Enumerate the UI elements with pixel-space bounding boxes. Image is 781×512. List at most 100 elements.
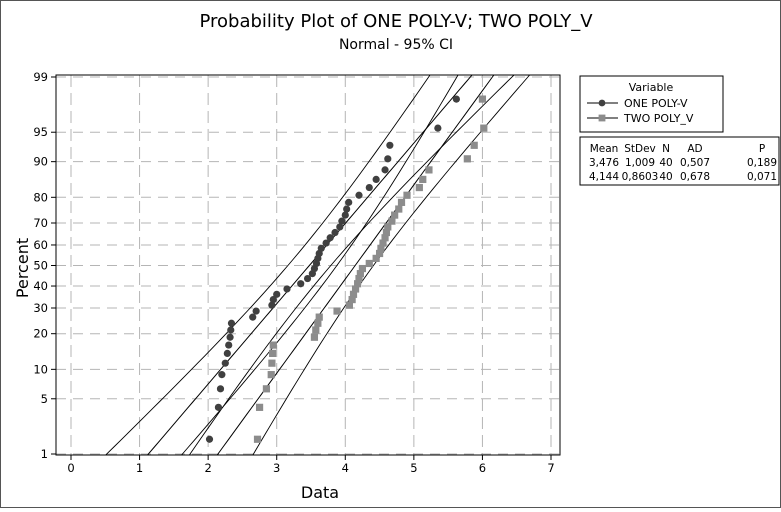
data-point-one-poly-v xyxy=(365,183,373,192)
data-point-two-poly-v xyxy=(269,341,277,349)
y-tick-label: 95 xyxy=(33,125,48,139)
plot-frame xyxy=(55,74,561,456)
data-point-two-poly-v xyxy=(388,217,396,225)
y-tick-label: 80 xyxy=(33,190,48,204)
data-point-two-poly-v xyxy=(391,211,399,219)
data-point-two-poly-v xyxy=(480,124,488,132)
data-point-two-poly-v xyxy=(403,191,411,199)
data-point-one-poly-v xyxy=(331,228,339,237)
x-axis-label: Data xyxy=(301,483,339,502)
y-tick-label: 99 xyxy=(33,70,48,84)
data-point-one-poly-v xyxy=(372,175,380,184)
x-tick-label: 4 xyxy=(342,461,349,475)
data-point-one-poly-v xyxy=(221,359,229,367)
y-tick-label: 90 xyxy=(33,155,48,169)
stats-header: P xyxy=(759,143,765,155)
x-tick-label: 1 xyxy=(136,461,143,475)
data-point-two-poly-v xyxy=(372,254,380,262)
y-tick-label: 5 xyxy=(41,392,48,406)
data-point-two-poly-v xyxy=(356,270,364,278)
data-point-one-poly-v xyxy=(252,307,260,315)
data-point-one-poly-v xyxy=(297,280,305,288)
data-point-one-poly-v xyxy=(345,198,353,206)
stats-table: Mean StDev N AD P 3,476 1,009 40 0,507 0,189 4,144… xyxy=(579,136,780,186)
data-point-two-poly-v xyxy=(478,95,487,103)
y-tick-label: 50 xyxy=(33,259,48,273)
x-tick-label: 7 xyxy=(547,461,554,475)
y-tick-label: 1 xyxy=(41,447,48,461)
data-point-one-poly-v xyxy=(226,333,234,341)
data-point-one-poly-v xyxy=(249,313,257,321)
data-point-two-poly-v xyxy=(354,280,362,288)
data-point-one-poly-v xyxy=(343,205,351,213)
stats-box xyxy=(579,136,780,186)
x-tick-label: 3 xyxy=(273,461,280,475)
data-point-one-poly-v xyxy=(317,244,325,252)
fit-line xyxy=(216,75,495,455)
data-point-one-poly-v xyxy=(283,285,291,293)
data-point-two-poly-v xyxy=(395,205,403,213)
data-point-two-poly-v xyxy=(415,183,423,192)
data-point-two-poly-v xyxy=(365,259,373,268)
y-tick-label: 40 xyxy=(33,279,48,293)
data-point-two-poly-v xyxy=(267,371,275,379)
data-point-two-poly-v xyxy=(397,198,406,206)
data-point-one-poly-v xyxy=(384,155,392,163)
stats-header: Mean xyxy=(590,143,619,155)
data-point-one-poly-v xyxy=(223,349,231,358)
legend-marker-square xyxy=(598,114,606,122)
data-point-two-poly-v xyxy=(377,244,385,252)
data-point-two-poly-v xyxy=(348,295,356,304)
legend: Variable ONE POLY-V TWO POLY_V xyxy=(579,75,724,133)
stats-cell: 0,678 xyxy=(680,171,710,183)
data-point-one-poly-v xyxy=(336,223,344,231)
stats-header: StDev xyxy=(624,143,656,155)
y-tick-label: 60 xyxy=(33,238,48,252)
x-tick-label: 5 xyxy=(410,461,417,475)
y-tick-label: 10 xyxy=(33,362,48,376)
data-point-two-poly-v xyxy=(425,166,433,174)
data-point-one-poly-v xyxy=(355,191,363,199)
data-point-one-poly-v xyxy=(214,403,223,411)
data-point-one-poly-v xyxy=(218,371,226,379)
ci-band-upper xyxy=(252,75,531,455)
data-point-two-poly-v xyxy=(349,290,358,298)
data-point-one-poly-v xyxy=(338,217,346,225)
chart-title: Probability Plot of ONE POLY-V; TWO POLY… xyxy=(199,11,593,32)
y-tick-label: 70 xyxy=(33,216,48,230)
stats-cell: 1,009 xyxy=(625,157,655,169)
data-point-two-poly-v xyxy=(315,313,323,321)
data-point-two-poly-v xyxy=(268,359,276,367)
data-point-two-poly-v xyxy=(262,385,271,393)
data-point-two-poly-v xyxy=(382,228,391,237)
data-point-two-poly-v xyxy=(375,249,384,258)
data-point-one-poly-v xyxy=(269,295,277,304)
data-point-one-poly-v xyxy=(386,141,394,149)
legend-marker-circle xyxy=(598,99,606,107)
data-point-two-poly-v xyxy=(310,333,319,341)
data-point-two-poly-v xyxy=(470,141,478,149)
ci-band-upper xyxy=(188,75,515,455)
data-point-two-poly-v xyxy=(355,274,363,283)
y-axis-label: Percent xyxy=(13,238,32,298)
data-point-two-poly-v xyxy=(255,403,264,411)
data-point-two-poly-v xyxy=(463,155,471,163)
data-point-two-poly-v xyxy=(419,175,427,184)
ci-band-lower xyxy=(180,75,459,455)
x-tick-label: 6 xyxy=(479,461,486,475)
stats-header: AD xyxy=(687,143,702,155)
stats-cell: 40 xyxy=(659,157,672,169)
stats-cell: 0,071 xyxy=(747,171,777,183)
chart-subtitle: Normal - 95% CI xyxy=(339,37,453,53)
data-point-one-poly-v xyxy=(434,124,442,132)
stats-cell: 0,189 xyxy=(747,157,777,169)
data-point-one-poly-v xyxy=(268,301,276,309)
x-tick-label: 0 xyxy=(67,461,74,475)
data-point-two-poly-v xyxy=(351,285,360,293)
stats-cell: 3,476 xyxy=(589,157,619,169)
data-point-one-poly-v xyxy=(205,435,214,443)
stats-cell: 40 xyxy=(659,171,672,183)
data-point-one-poly-v xyxy=(326,234,334,242)
